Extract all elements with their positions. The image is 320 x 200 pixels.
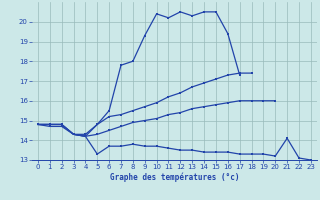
X-axis label: Graphe des températures (°c): Graphe des températures (°c) [110,173,239,182]
